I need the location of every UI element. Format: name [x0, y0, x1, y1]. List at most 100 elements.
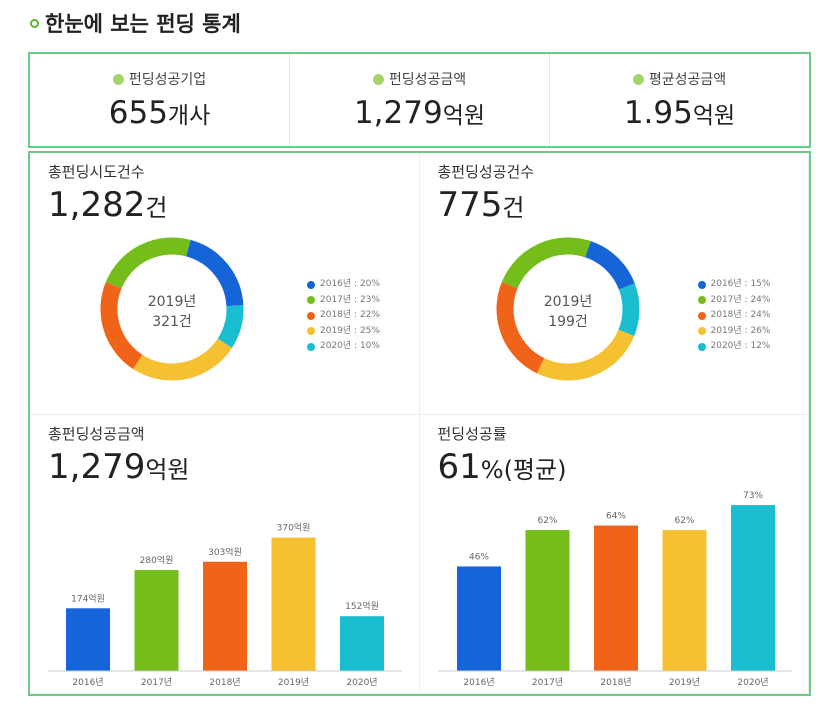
chart-title: 총펀딩시도건수	[48, 163, 145, 181]
bullet-icon	[30, 18, 39, 28]
legend-item: 2019년 : 26%	[697, 324, 771, 340]
title-text: 한눈에 보는 펀딩 통계	[45, 12, 241, 36]
x-tick-label: 2020년	[346, 677, 377, 688]
chart-rate: 펀딩성공률 61%(평균) 46% 2016년 62% 2017년 64% 2018년 62% 2…	[419, 415, 809, 694]
chart-amount: 총펀딩성공금액 1,279억원 174억원 2016년 280억원 2017년 303억원 2…	[30, 415, 420, 694]
donut-slice-2017년	[105, 237, 191, 289]
bar-label: 370억원	[277, 522, 311, 534]
legend-label: 2018년 : 24%	[710, 310, 771, 320]
bar-label: 62%	[537, 516, 557, 526]
x-tick-label: 2019년	[278, 677, 309, 688]
chart-total: 61%(평균)	[438, 447, 567, 487]
stat-value: 1,279	[353, 95, 443, 131]
chart-title: 펀딩성공률	[437, 425, 507, 443]
stat-amount: 펀딩성공금액 1,279억원	[290, 54, 550, 146]
pie-icon	[697, 280, 706, 289]
stat-unit: 개사	[167, 103, 211, 129]
bar-label: 280억원	[140, 554, 174, 566]
x-tick-label: 2017년	[531, 677, 562, 688]
stat-label: 평균성공금액	[648, 72, 727, 88]
total-value: 1,282	[48, 185, 146, 225]
total-unit: 건	[502, 194, 525, 222]
bar-2019년	[662, 530, 706, 671]
chart-title: 총펀딩성공금액	[48, 425, 145, 443]
chart-svg: 46% 2016년 62% 2017년 64% 2018년 62% 2019년 73% 2020년	[437, 491, 792, 688]
donut-slice-2020년	[217, 305, 244, 348]
x-tick-label: 2018년	[600, 677, 631, 688]
bar-label: 46%	[468, 552, 488, 562]
legend-item: 2019년 : 25%	[307, 324, 380, 340]
total-unit: %(평균)	[480, 456, 567, 484]
chart-attempts: 총펀딩시도건수 1,282건 2019년 321건 2016년 : 20% 2017년 :…	[30, 153, 420, 415]
chart-successes: 총펀딩성공건수 775건 2019년 199건 2016년 : 15% 2017년 : 2…	[419, 153, 809, 415]
legend-item: 2020년 : 10%	[307, 339, 380, 355]
pie-icon	[697, 311, 706, 320]
bar-2018년	[203, 561, 247, 671]
legend: 2016년 : 15% 2017년 : 24% 2018년 : 24% 2019년 :…	[697, 277, 771, 355]
x-tick-label: 2016년	[463, 677, 494, 688]
bar-2016년	[66, 608, 110, 671]
bar-2020년	[340, 616, 384, 671]
stat-label: 펀딩성공기업	[128, 72, 207, 88]
bar-2017년	[134, 570, 179, 671]
x-tick-label: 2018년	[209, 677, 240, 688]
bar-label: 303억원	[208, 546, 242, 558]
donut-slice-2018년	[496, 281, 545, 374]
bar-label: 152억원	[345, 600, 379, 612]
coin-icon	[632, 73, 644, 85]
bar-2018년	[593, 525, 638, 671]
chart-total: 1,282건	[48, 185, 167, 225]
donut-center-label: 199건	[548, 314, 588, 330]
donut-slice-2019년	[536, 329, 634, 381]
x-tick-label: 2017년	[141, 677, 172, 688]
legend-label: 2016년 : 20%	[320, 279, 380, 289]
donut-slice-2019년	[133, 338, 232, 381]
legend-label: 2016년 : 15%	[710, 279, 771, 289]
stat-value: 655	[108, 95, 168, 131]
stat-unit: 억원	[692, 103, 736, 129]
pie-icon	[697, 327, 706, 336]
pie-icon	[307, 311, 315, 320]
chart-title: 총펀딩성공건수	[437, 163, 535, 181]
bar-label: 174억원	[71, 592, 105, 604]
pie-icon	[307, 280, 315, 289]
pie-icon	[697, 342, 706, 351]
summary-stats: 펀딩성공기업 655개사 펀딩성공금액 1,279억원 평균성공금액 1.95억원	[28, 52, 811, 148]
pie-icon	[307, 327, 315, 336]
donut-slice-2016년	[185, 239, 244, 307]
legend-label: 2017년 : 23%	[320, 294, 380, 305]
chart-total: 775건	[438, 185, 525, 225]
bar-2020년	[730, 505, 775, 671]
total-value: 775	[437, 185, 503, 225]
total-unit: 건	[145, 194, 168, 222]
chart-svg: 2019년 199건	[496, 237, 639, 381]
bar-2017년	[525, 530, 569, 671]
x-tick-label: 2020년	[737, 677, 768, 688]
pie-icon	[307, 296, 315, 305]
legend-label: 2020년 : 12%	[710, 341, 771, 351]
donut-slice-2018년	[100, 281, 143, 369]
legend-label: 2019년 : 26%	[710, 325, 771, 336]
stat-label: 펀딩성공금액	[388, 72, 467, 88]
legend-label: 2020년 : 10%	[320, 341, 380, 351]
donut-center-label: 2019년	[543, 294, 592, 310]
chart-total: 1,279억원	[48, 447, 190, 487]
bar-2019년	[271, 537, 316, 671]
bar-label: 73%	[742, 491, 762, 501]
stat-value: 1.95	[623, 95, 693, 131]
bar-label: 62%	[674, 516, 694, 526]
charts-grid: 총펀딩시도건수 1,282건 2019년 321건 2016년 : 20% 2017년 :…	[28, 151, 811, 696]
legend-label: 2017년 : 24%	[710, 294, 771, 305]
building-icon	[112, 73, 124, 85]
legend-item: 2018년 : 24%	[697, 308, 771, 324]
chart-svg: 174억원 2016년 280억원 2017년 303억원 2018년 370억원 2019년…	[48, 522, 402, 688]
page-title: 한눈에 보는 펀딩 통계	[30, 8, 241, 38]
legend-item: 2016년 : 15%	[697, 277, 771, 293]
legend-item: 2018년 : 22%	[307, 308, 380, 324]
pie-icon	[697, 296, 706, 305]
bar-label: 64%	[605, 512, 625, 522]
stat-companies: 펀딩성공기업 655개사	[30, 54, 290, 146]
x-tick-label: 2019년	[668, 677, 699, 688]
x-tick-label: 2016년	[72, 677, 103, 688]
legend-item: 2016년 : 20%	[307, 277, 380, 293]
